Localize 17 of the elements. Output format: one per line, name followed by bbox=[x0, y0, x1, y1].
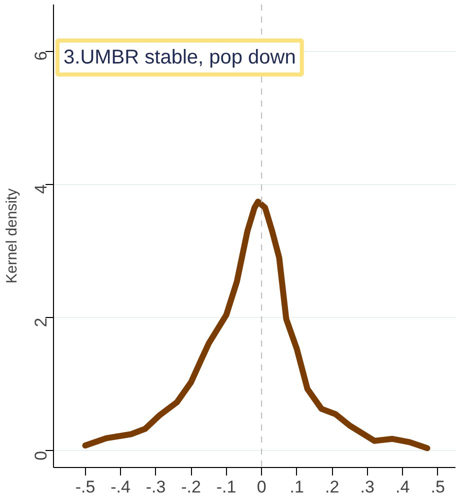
y-tick-label: 0 bbox=[32, 450, 50, 460]
x-tick-label: -.3 bbox=[146, 478, 166, 495]
x-tick-label: 0 bbox=[256, 478, 266, 495]
x-tick-label: -.1 bbox=[216, 478, 236, 495]
y-tick-label: 4 bbox=[32, 184, 50, 194]
y-tick-label: 6 bbox=[32, 51, 50, 61]
y-tick-label: 2 bbox=[32, 318, 50, 328]
x-tick-label: .4 bbox=[396, 478, 410, 495]
text: 3.UMBR stable, pop down bbox=[64, 46, 296, 68]
x-tick-label: -.4 bbox=[110, 478, 130, 495]
x-tick-label: -.2 bbox=[181, 478, 201, 495]
x-tick-label: .5 bbox=[430, 478, 445, 495]
x-tick-label: .1 bbox=[290, 478, 304, 495]
y-axis-title: Kernel density bbox=[4, 188, 20, 284]
x-tick-label: .3 bbox=[360, 478, 374, 495]
x-tick-label: -.5 bbox=[75, 478, 96, 495]
x-tick-label: .2 bbox=[324, 478, 340, 495]
